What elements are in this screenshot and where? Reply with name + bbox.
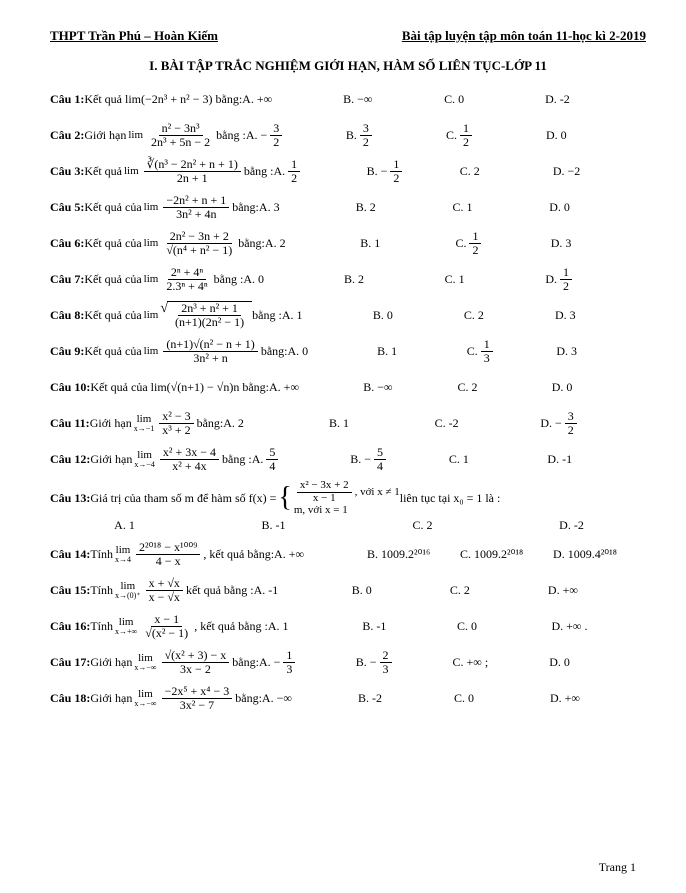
- question-1: Câu 1: Kết quả lim(−2n³ + n² − 3) bằng: …: [50, 84, 646, 114]
- header-left: THPT Trần Phú – Hoàn Kiếm: [50, 28, 218, 44]
- question-18: Câu 18: Giới hạn limx→−∞ −2x⁵ + x⁴ − 33x…: [50, 683, 646, 713]
- question-16: Câu 16: Tính limx→+∞ x − 1√(x² − 1) , kế…: [50, 611, 646, 641]
- question-12: Câu 12: Giới hạn limx→−4 x² + 3x − 4x² +…: [50, 444, 646, 474]
- question-10: Câu 10: Kết quả của lim(√(n+1) − √n)n bằ…: [50, 372, 646, 402]
- question-11: Câu 11: Giới hạn limx→−1 x² − 3x³ + 2 bằ…: [50, 408, 646, 438]
- header: THPT Trần Phú – Hoàn Kiếm Bài tập luyện …: [50, 28, 646, 44]
- header-right: Bài tập luyện tập môn toán 11-học kì 2-2…: [402, 28, 646, 44]
- page-number: Trang 1: [599, 860, 636, 875]
- question-9: Câu 9: Kết quả của lim (n+1)√(n² − n + 1…: [50, 336, 646, 366]
- question-6: Câu 6: Kết quả của lim 2n² − 3n + 2√(n⁴ …: [50, 228, 646, 258]
- question-7: Câu 7: Kết quả của lim 2ⁿ + 4ⁿ2.3ⁿ + 4ⁿ …: [50, 264, 646, 294]
- question-8: Câu 8: Kết quả của lim 2n³ + n² + 1(n+1)…: [50, 300, 646, 330]
- section-title: I. BÀI TẬP TRẮC NGHIỆM GIỚI HẠN, HÀM SỐ …: [50, 58, 646, 74]
- question-14: Câu 14: Tính limx→4 2²⁰¹⁸ − x¹⁰⁰⁹4 − x ,…: [50, 539, 646, 569]
- question-17: Câu 17: Giới hạn limx→−∞ √(x² + 3) − x3x…: [50, 647, 646, 677]
- question-3: Câu 3: Kết quả lim ∛(n³ − 2n² + n + 1)2n…: [50, 156, 646, 186]
- question-15: Câu 15: Tính limx→(0)⁺ x + √xx − √x kết …: [50, 575, 646, 605]
- question-5: Câu 5: Kết quả của lim −2n² + n + 13n² +…: [50, 192, 646, 222]
- question-2: Câu 2: Giới hạn lim n² − 3n³2n³ + 5n − 2…: [50, 120, 646, 150]
- question-13: Câu 13: Giá trị của tham số m để hàm số …: [50, 480, 646, 533]
